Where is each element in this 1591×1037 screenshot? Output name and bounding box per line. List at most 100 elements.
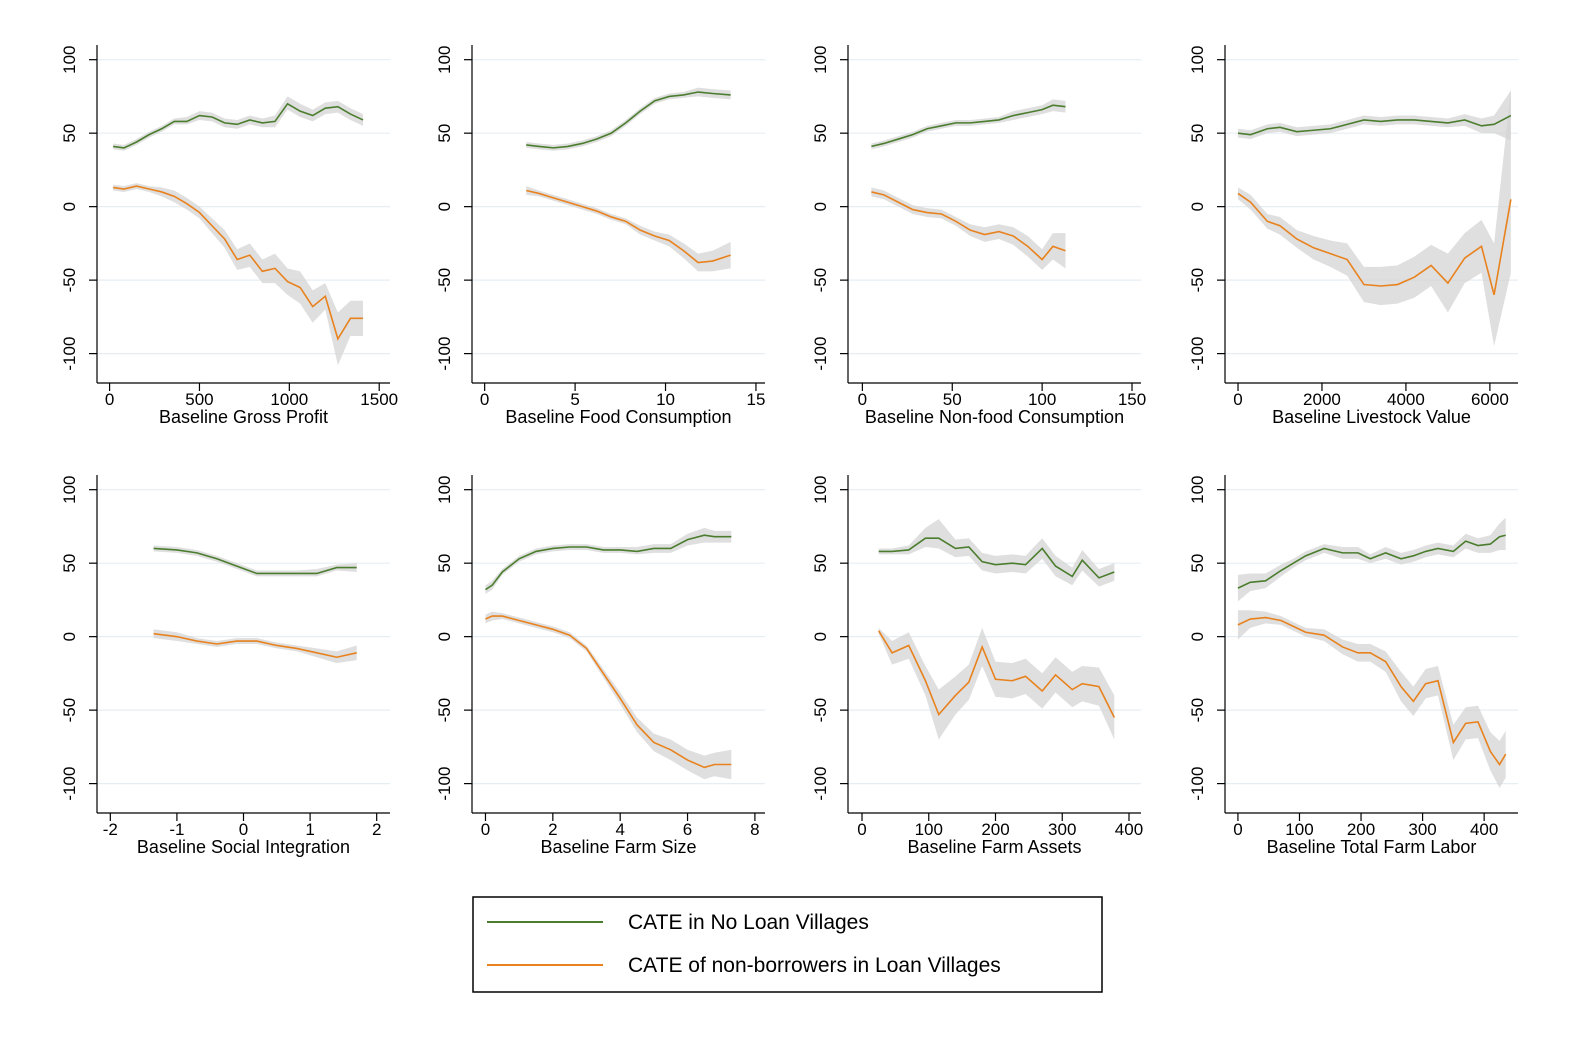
x-tick-label: 0: [1233, 390, 1242, 409]
legend-label: CATE of non-borrowers in Loan Villages: [628, 954, 1001, 977]
y-tick-label: 100: [811, 46, 830, 74]
y-tick-label: 0: [1188, 632, 1207, 641]
series-line: [153, 632, 357, 659]
x-axis-title: Baseline Farm Size: [540, 837, 696, 857]
x-tick-label: 100: [915, 820, 943, 839]
y-tick-label: 0: [1188, 202, 1207, 211]
y-tick-label: -100: [435, 337, 454, 371]
y-tick-label: 0: [60, 202, 79, 211]
x-tick-label: 200: [981, 820, 1009, 839]
series-line: [113, 102, 364, 149]
legend-label: CATE in No Loan Villages: [628, 911, 869, 934]
y-tick-label: -50: [60, 268, 79, 293]
y-tick-label: 50: [60, 554, 79, 573]
x-tick-label: 0: [480, 390, 489, 409]
x-tick-label: 0: [857, 820, 866, 839]
confidence-band: [485, 611, 732, 780]
x-tick-label: 4: [615, 820, 624, 839]
x-axis-title: Baseline Livestock Value: [1272, 407, 1471, 427]
confidence-band: [113, 183, 364, 366]
y-tick-label: 0: [435, 202, 454, 211]
y-tick-label: 100: [60, 46, 79, 74]
x-tick-label: 8: [750, 820, 759, 839]
x-tick-label: 10: [656, 390, 675, 409]
x-tick-label: 100: [1285, 820, 1313, 839]
x-tick-label: 100: [1028, 390, 1056, 409]
x-axis-title: Baseline Food Consumption: [505, 407, 731, 427]
x-tick-label: 50: [943, 390, 962, 409]
y-tick-label: -50: [435, 268, 454, 293]
x-tick-label: 0: [239, 820, 248, 839]
y-tick-label: -100: [60, 337, 79, 371]
y-tick-label: 100: [435, 476, 454, 504]
y-tick-label: -50: [1188, 698, 1207, 723]
y-tick-label: 50: [1188, 554, 1207, 573]
x-tick-label: 4000: [1387, 390, 1425, 409]
x-axis-title: Baseline Total Farm Labor: [1267, 837, 1477, 857]
confidence-band: [153, 629, 357, 664]
confidence-band: [1238, 90, 1511, 141]
confidence-band: [1237, 610, 1506, 789]
x-tick-label: 400: [1470, 820, 1498, 839]
x-tick-label: 15: [746, 390, 765, 409]
x-tick-label: 1500: [360, 390, 398, 409]
x-axis-title: Baseline Social Integration: [137, 837, 350, 857]
series-line: [878, 630, 1116, 718]
x-tick-label: 2: [548, 820, 557, 839]
x-tick-label: 400: [1115, 820, 1143, 839]
series-line: [526, 189, 731, 264]
confidence-band: [871, 99, 1066, 150]
y-tick-label: 100: [811, 476, 830, 504]
x-axis-title: Baseline Gross Profit: [159, 407, 328, 427]
y-tick-label: -50: [60, 698, 79, 723]
x-tick-label: 5: [570, 390, 579, 409]
x-axis-title: Baseline Farm Assets: [907, 837, 1081, 857]
x-tick-label: 2000: [1303, 390, 1341, 409]
y-tick-label: 50: [811, 554, 830, 573]
confidence-band: [526, 87, 731, 151]
x-tick-label: -2: [103, 820, 118, 839]
x-axis-title: Baseline Non-food Consumption: [865, 407, 1124, 427]
y-tick-label: -100: [811, 767, 830, 801]
confidence-band: [153, 545, 357, 577]
x-tick-label: -1: [169, 820, 184, 839]
y-tick-label: -50: [1188, 268, 1207, 293]
confidence-band: [878, 627, 1115, 740]
y-tick-label: 100: [60, 476, 79, 504]
series-line: [153, 547, 357, 575]
series-line: [113, 185, 364, 341]
x-tick-label: 1000: [270, 390, 308, 409]
series-line: [871, 191, 1066, 261]
confidence-band: [526, 186, 731, 272]
series-line: [526, 91, 731, 149]
confidence-band: [1237, 517, 1506, 602]
x-tick-label: 6: [683, 820, 692, 839]
y-tick-label: 50: [435, 124, 454, 143]
x-tick-label: 300: [1408, 820, 1436, 839]
legend-box: [472, 896, 1103, 993]
y-tick-label: 50: [435, 554, 454, 573]
confidence-band: [878, 519, 1115, 587]
y-tick-label: -50: [811, 698, 830, 723]
x-tick-label: 300: [1048, 820, 1076, 839]
x-tick-label: 500: [185, 390, 213, 409]
x-tick-label: 0: [105, 390, 114, 409]
y-tick-label: -100: [1188, 767, 1207, 801]
series-line: [485, 534, 732, 591]
y-tick-label: 50: [60, 124, 79, 143]
y-tick-label: 50: [811, 124, 830, 143]
x-tick-label: 0: [858, 390, 867, 409]
y-tick-label: 100: [1188, 46, 1207, 74]
y-tick-label: 50: [1188, 124, 1207, 143]
series-line: [1237, 192, 1512, 296]
y-tick-label: 0: [811, 632, 830, 641]
y-tick-label: -100: [1188, 337, 1207, 371]
series-line: [485, 615, 732, 769]
series-line: [1237, 534, 1506, 589]
y-tick-label: -50: [435, 698, 454, 723]
series-line: [871, 104, 1066, 148]
x-tick-label: 2: [372, 820, 381, 839]
x-tick-label: 0: [1233, 820, 1242, 839]
